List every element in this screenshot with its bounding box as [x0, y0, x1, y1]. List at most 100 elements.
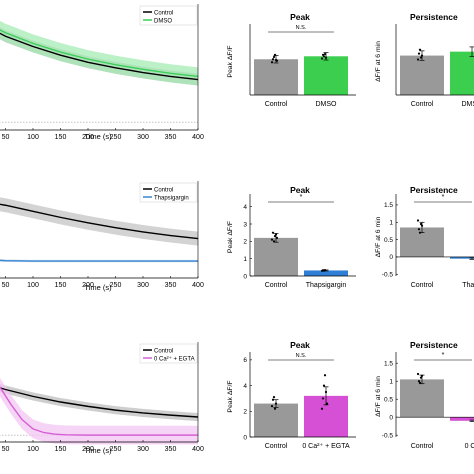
category-label: Control	[265, 282, 288, 289]
data-point	[420, 54, 424, 57]
peak-bar-chart-3: Peak Control 0 Ca²⁺ + EGTA 0 2 4 6 Peak ΔF/F N.S…	[227, 340, 356, 450]
bar	[450, 51, 474, 95]
series-line-2	[0, 259, 198, 262]
data-point	[323, 269, 327, 272]
data-point	[270, 238, 274, 241]
x-tick-label: 50	[2, 282, 10, 289]
x-tick-label: 150	[55, 134, 67, 141]
line-plot-1: 50 100 150 200 250 300 350 400 Time (s) Control DM…	[0, 4, 204, 141]
y-tick-label: 1.5	[384, 202, 393, 209]
x-tick-label: 200	[82, 134, 94, 141]
persistence-bar-chart-3: Persistence Control 0 Ca -0.5 0 0.5 1 1.5 ΔF/F a…	[375, 340, 474, 450]
persistence-bar-chart-1: Persistence Control DMSO ΔF/F at 6 min	[375, 12, 474, 108]
x-tick-label: 350	[165, 446, 177, 453]
data-point	[273, 407, 277, 410]
legend-label: Control	[154, 188, 173, 194]
legend-label: 0 Ca²⁺ + EGTA	[154, 356, 195, 363]
series-line-1	[0, 387, 199, 418]
data-point	[324, 390, 328, 394]
category-label: Thapsigargin	[306, 282, 347, 289]
category-label: Control	[411, 101, 434, 108]
y-tick-label: 1	[389, 220, 393, 227]
x-tick-label: 150	[55, 446, 67, 453]
legend-box	[139, 343, 198, 364]
legend-label: Control	[154, 11, 173, 17]
y-tick-label: 2	[243, 239, 247, 246]
significance-label: N.S.	[296, 25, 307, 31]
x-tick-label: 400	[192, 446, 204, 453]
data-point	[325, 402, 329, 405]
legend-label: DMSO	[154, 19, 172, 25]
x-tick-label: 100	[27, 134, 39, 141]
y-axis-label: ΔF/F at 6 min	[375, 41, 382, 82]
data-point	[274, 402, 278, 405]
data-point	[270, 61, 274, 64]
series-line-2	[0, 386, 198, 436]
data-point	[272, 240, 276, 243]
data-point	[420, 224, 424, 227]
bar	[450, 256, 474, 259]
data-point	[275, 236, 279, 239]
y-tick-label: 0.5	[384, 397, 393, 404]
x-tick-label: 300	[137, 282, 149, 289]
legend-label: Thapsigargin	[154, 196, 189, 202]
y-tick-label: 0.5	[384, 237, 393, 244]
significance-label: *	[442, 352, 445, 359]
data-point	[270, 405, 274, 408]
y-tick-label: 1	[243, 256, 247, 263]
persistence-bar-chart-2: Persistence Control Thaps -0.5 0 0.5 1 1.5ΔF/F …	[375, 185, 474, 289]
y-axis-label: Peak ΔF/F	[227, 380, 234, 412]
y-tick-label: 3	[243, 221, 247, 228]
error-band-2	[0, 377, 198, 445]
chart-title: Persistence	[410, 185, 458, 195]
data-point	[273, 53, 277, 56]
significance-label: *	[442, 194, 445, 201]
data-point	[272, 396, 276, 399]
line-plot-3: 50 100 150 200 250 300 350 400 Time (s) Control0 …	[0, 342, 204, 455]
data-point	[275, 59, 279, 62]
x-tick-label: 300	[137, 134, 149, 141]
peak-bar-chart-1: Peak Control DMSO Peak ΔF/F N.S.	[227, 12, 356, 108]
bar	[400, 55, 444, 95]
category-label: Control	[265, 101, 288, 108]
x-tick-label: 150	[55, 282, 67, 289]
data-point	[271, 398, 275, 401]
data-point	[419, 56, 423, 59]
bar	[450, 417, 474, 421]
data-point	[271, 231, 275, 234]
x-tick-label: 200	[82, 446, 94, 453]
data-point	[320, 57, 324, 60]
y-tick-label: 0	[243, 273, 247, 280]
category-label: Control	[265, 443, 288, 450]
chart-title: Peak	[290, 12, 310, 22]
chart-title: Persistence	[410, 340, 458, 350]
x-axis-label: Time (s)	[84, 132, 112, 141]
series-line-2	[0, 29, 199, 78]
x-tick-label: 100	[27, 446, 39, 453]
bar	[304, 270, 348, 276]
x-tick-label: 250	[110, 282, 122, 289]
data-point	[323, 374, 327, 377]
bar	[400, 379, 444, 418]
data-point	[271, 58, 275, 61]
data-point	[272, 55, 276, 59]
data-point	[418, 231, 422, 234]
y-tick-label: 1	[389, 379, 393, 386]
y-axis-label: Peak ΔF/F	[227, 45, 234, 77]
category-label: 0 Ca	[465, 443, 474, 450]
y-axis-label: Peak ΔF/F	[227, 221, 234, 253]
x-axis-label: Time (s)	[84, 446, 112, 455]
chart-title: Persistence	[410, 12, 458, 22]
x-tick-label: 400	[192, 134, 204, 141]
x-tick-label: 200	[82, 282, 94, 289]
legend: Control DMSO	[139, 5, 198, 26]
data-point	[273, 235, 277, 238]
line-plot-2: 50 100 150 200 250 300 350 400 Time (s) Control Th…	[0, 181, 204, 292]
chart-title: Peak	[290, 185, 310, 195]
x-tick-label: 350	[165, 134, 177, 141]
x-tick-label: 250	[110, 446, 122, 453]
legend-label: Control	[154, 349, 173, 355]
data-point	[323, 52, 327, 56]
data-point	[416, 58, 420, 61]
